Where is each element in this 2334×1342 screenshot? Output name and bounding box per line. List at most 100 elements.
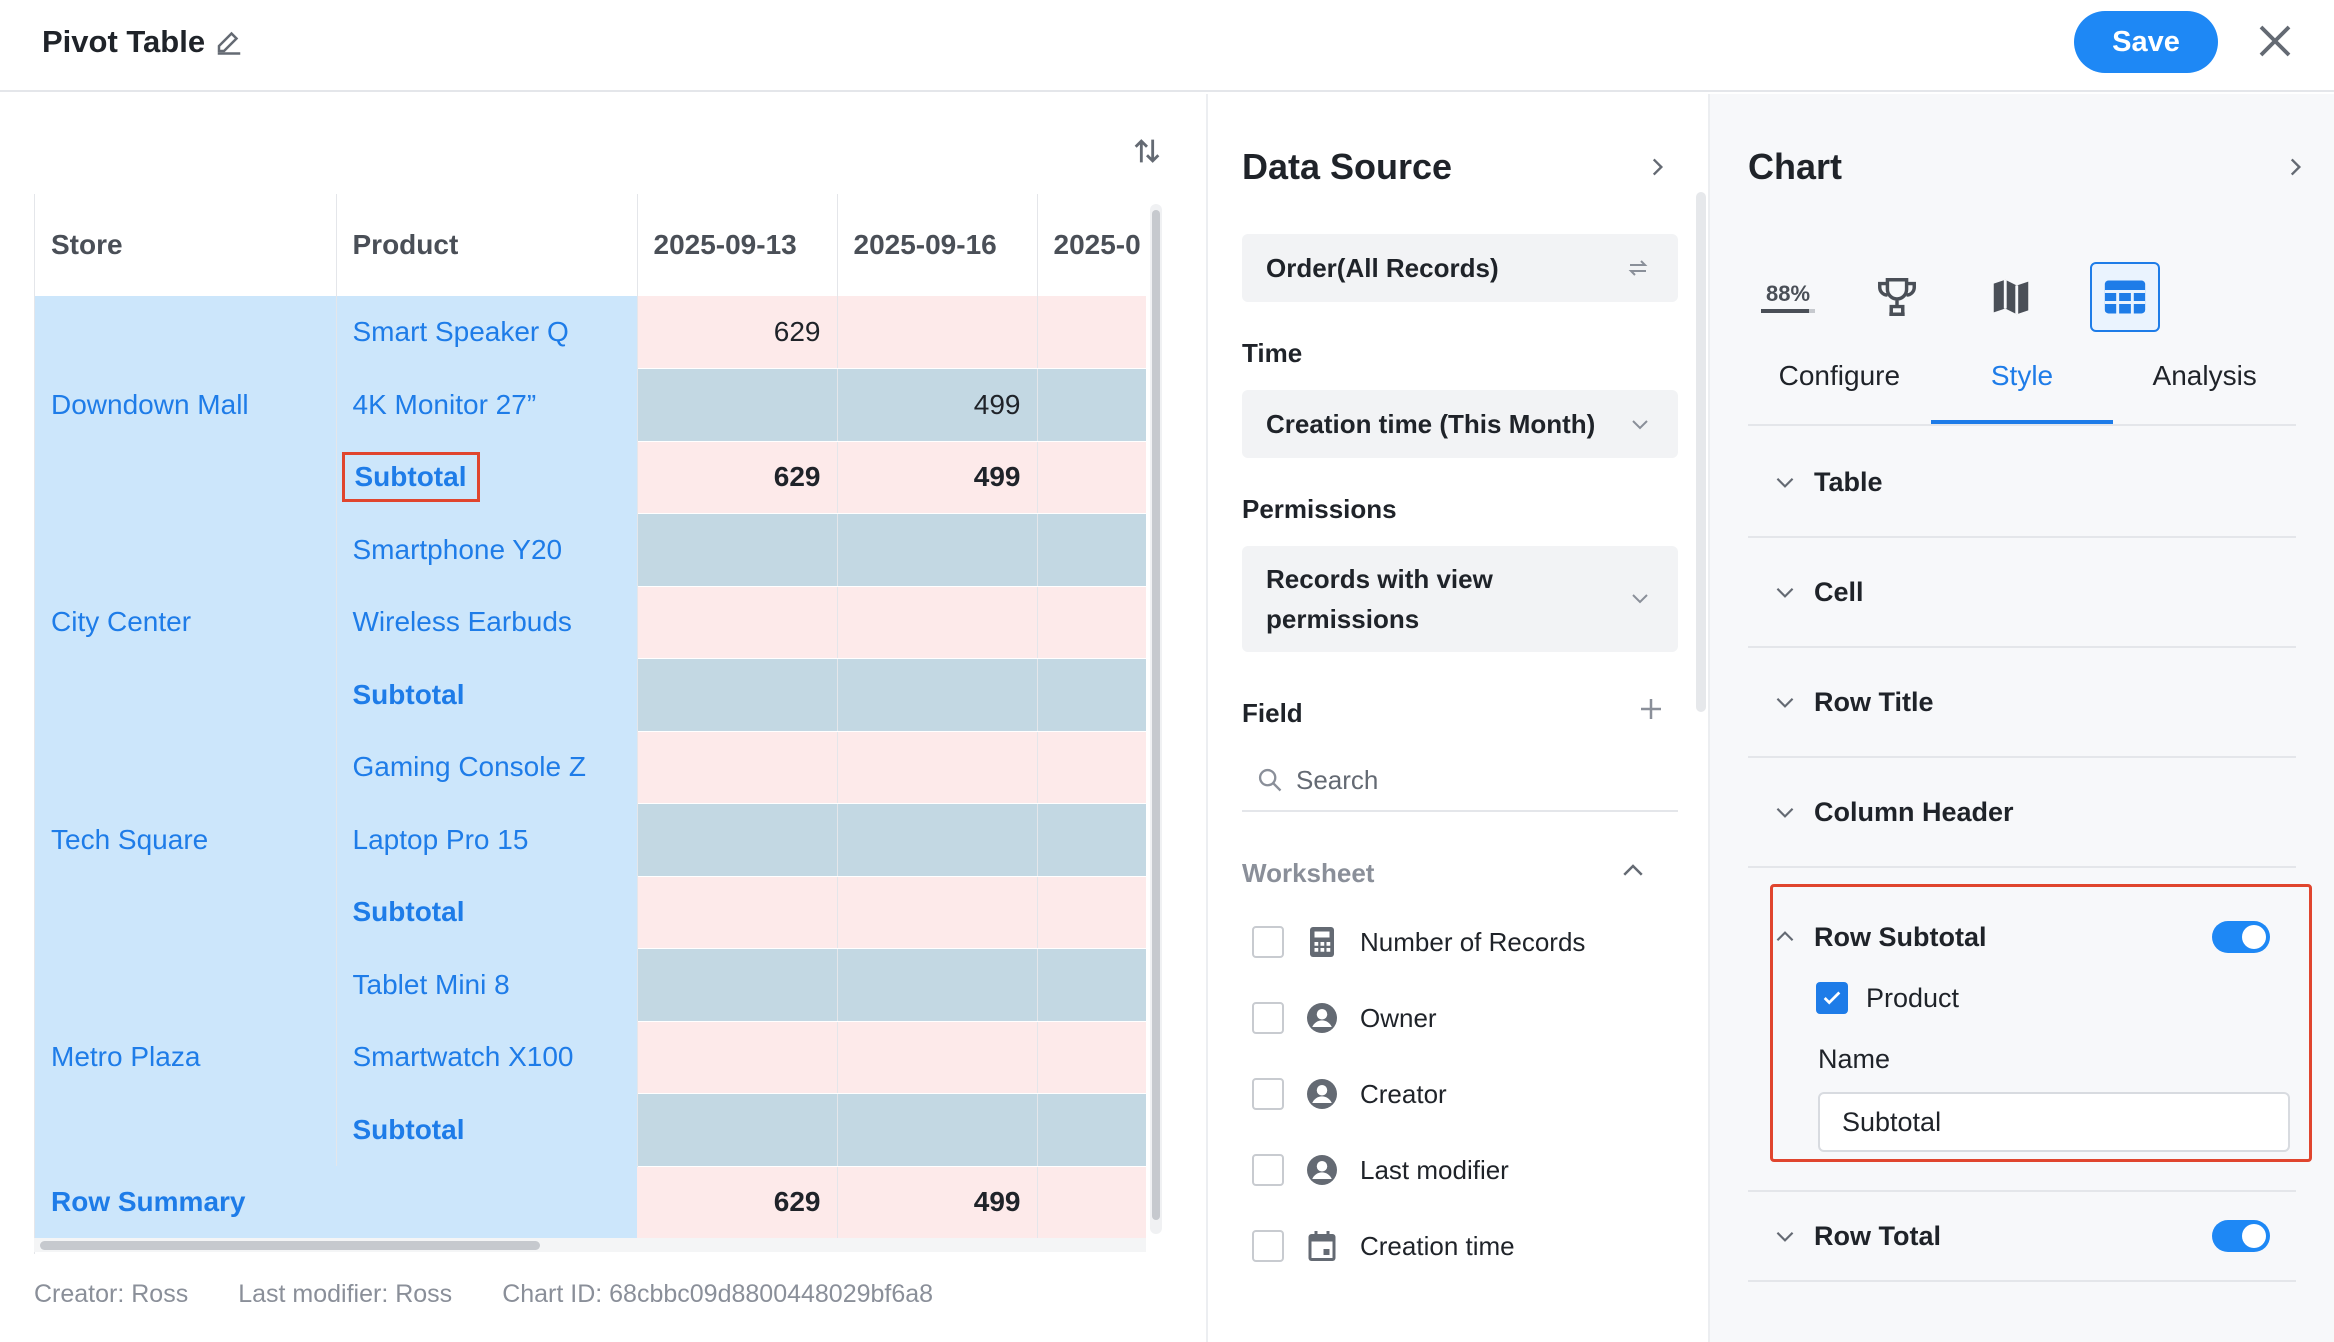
pivot-table-icon[interactable] xyxy=(2090,262,2160,332)
product-cell[interactable]: Smartphone Y20 xyxy=(336,513,638,586)
switch-source-icon[interactable] xyxy=(1624,256,1652,280)
product-cell[interactable]: Tablet Mini 8 xyxy=(336,948,638,1021)
vertical-scrollbar[interactable] xyxy=(1150,204,1162,1234)
value-cell[interactable] xyxy=(1037,658,1146,732)
value-cell[interactable] xyxy=(1037,1021,1146,1094)
store-cell[interactable]: City Center xyxy=(35,513,337,731)
value-cell[interactable] xyxy=(637,1093,838,1167)
value-cell[interactable] xyxy=(1037,876,1146,949)
panel-scrollbar[interactable] xyxy=(1696,192,1706,712)
value-cell[interactable] xyxy=(837,513,1038,587)
column-header[interactable]: 2025-09-13 xyxy=(637,194,838,296)
product-cell[interactable]: Gaming Console Z xyxy=(336,731,638,804)
product-cell[interactable]: Smart Speaker Q xyxy=(336,296,638,369)
value-cell[interactable]: 629 xyxy=(637,296,838,369)
store-cell[interactable]: Metro Plaza xyxy=(35,948,337,1166)
store-cell[interactable]: Downdown Mall xyxy=(35,296,337,514)
value-cell[interactable] xyxy=(1037,1093,1146,1167)
value-cell[interactable] xyxy=(637,586,838,659)
save-button[interactable]: Save xyxy=(2074,11,2218,73)
progress-chart-type[interactable]: 88% xyxy=(1758,262,1818,332)
tab-analysis[interactable]: Analysis xyxy=(2152,360,2257,391)
field-item[interactable]: Owner xyxy=(1252,1000,1437,1036)
column-header[interactable]: 2025-0 xyxy=(1037,194,1146,296)
value-cell[interactable] xyxy=(637,731,838,804)
field-item[interactable]: Number of Records xyxy=(1252,924,1585,960)
map-icon[interactable] xyxy=(1976,262,2046,332)
close-icon[interactable] xyxy=(2254,20,2296,62)
swap-axes-icon[interactable] xyxy=(1130,134,1164,168)
style-section[interactable]: Row Title xyxy=(1748,648,2296,758)
time-dropdown[interactable]: Creation time (This Month) xyxy=(1242,390,1678,458)
row-total-section[interactable]: Row Total xyxy=(1748,1190,2296,1282)
source-selector[interactable]: Order(All Records) xyxy=(1242,234,1678,302)
tab-style[interactable]: Style xyxy=(1930,340,2114,424)
trophy-icon[interactable] xyxy=(1862,262,1932,332)
field-item[interactable]: Creation time xyxy=(1252,1228,1515,1264)
summary-value-cell[interactable]: 499 xyxy=(837,1166,1038,1239)
tab-configure[interactable]: Configure xyxy=(1778,360,1901,391)
product-cell[interactable]: Laptop Pro 15 xyxy=(336,803,638,876)
edit-icon[interactable] xyxy=(214,26,244,56)
value-cell[interactable] xyxy=(837,803,1038,877)
field-item[interactable]: Last modifier xyxy=(1252,1152,1509,1188)
style-section[interactable]: Column Header xyxy=(1748,758,2296,868)
value-cell[interactable] xyxy=(1037,948,1146,1022)
subtotal-cell[interactable]: Subtotal xyxy=(336,876,638,949)
value-cell[interactable] xyxy=(637,368,838,442)
style-section[interactable]: Table xyxy=(1748,428,2296,538)
product-cell[interactable]: 4K Monitor 27” xyxy=(336,368,638,441)
permissions-dropdown[interactable]: Records with view permissions xyxy=(1242,546,1678,652)
value-cell[interactable]: 499 xyxy=(837,368,1038,442)
value-cell[interactable] xyxy=(837,658,1038,732)
value-cell[interactable] xyxy=(1037,513,1146,587)
value-cell[interactable] xyxy=(1037,296,1146,369)
product-cell[interactable]: Smartwatch X100 xyxy=(336,1021,638,1094)
value-cell[interactable] xyxy=(837,1021,1038,1094)
field-checkbox[interactable] xyxy=(1252,1002,1284,1034)
value-cell[interactable]: 499 xyxy=(837,441,1038,514)
value-cell[interactable] xyxy=(1037,368,1146,442)
row-subtotal-toggle[interactable] xyxy=(2212,921,2270,953)
value-cell[interactable] xyxy=(1037,803,1146,877)
summary-value-cell[interactable] xyxy=(1037,1166,1146,1239)
product-checkbox-row[interactable]: Product xyxy=(1816,982,1959,1014)
value-cell[interactable] xyxy=(837,296,1038,369)
subtotal-name-input[interactable]: Subtotal xyxy=(1818,1092,2290,1152)
subtotal-cell[interactable]: Subtotal xyxy=(336,1093,638,1166)
field-checkbox[interactable] xyxy=(1252,1230,1284,1262)
value-cell[interactable] xyxy=(1037,586,1146,659)
add-field-icon[interactable] xyxy=(1636,694,1666,724)
chevron-up-icon[interactable] xyxy=(1618,856,1648,886)
summary-value-cell[interactable]: 629 xyxy=(637,1166,838,1239)
field-checkbox[interactable] xyxy=(1252,926,1284,958)
column-header[interactable]: Product xyxy=(336,194,638,296)
horizontal-scrollbar[interactable] xyxy=(34,1238,1146,1252)
value-cell[interactable] xyxy=(637,513,838,587)
value-cell[interactable] xyxy=(637,948,838,1022)
value-cell[interactable] xyxy=(637,876,838,949)
value-cell[interactable] xyxy=(637,658,838,732)
product-cell[interactable]: Wireless Earbuds xyxy=(336,586,638,659)
subtotal-cell[interactable]: Subtotal xyxy=(336,441,638,514)
store-cell[interactable]: Tech Square xyxy=(35,731,337,949)
chevron-right-icon[interactable] xyxy=(2282,154,2308,180)
value-cell[interactable] xyxy=(837,586,1038,659)
value-cell[interactable] xyxy=(837,876,1038,949)
field-search[interactable]: Search xyxy=(1242,750,1678,812)
chevron-right-icon[interactable] xyxy=(1644,154,1670,180)
value-cell[interactable] xyxy=(1037,731,1146,804)
value-cell[interactable] xyxy=(837,948,1038,1022)
style-section[interactable]: Cell xyxy=(1748,538,2296,648)
value-cell[interactable] xyxy=(637,1021,838,1094)
column-header[interactable]: 2025-09-16 xyxy=(837,194,1038,296)
field-checkbox[interactable] xyxy=(1252,1078,1284,1110)
value-cell[interactable] xyxy=(837,1093,1038,1167)
field-checkbox[interactable] xyxy=(1252,1154,1284,1186)
value-cell[interactable] xyxy=(837,731,1038,804)
row-total-toggle[interactable] xyxy=(2212,1220,2270,1252)
value-cell[interactable]: 629 xyxy=(637,441,838,514)
value-cell[interactable] xyxy=(637,803,838,877)
field-item[interactable]: Creator xyxy=(1252,1076,1447,1112)
value-cell[interactable] xyxy=(1037,441,1146,514)
